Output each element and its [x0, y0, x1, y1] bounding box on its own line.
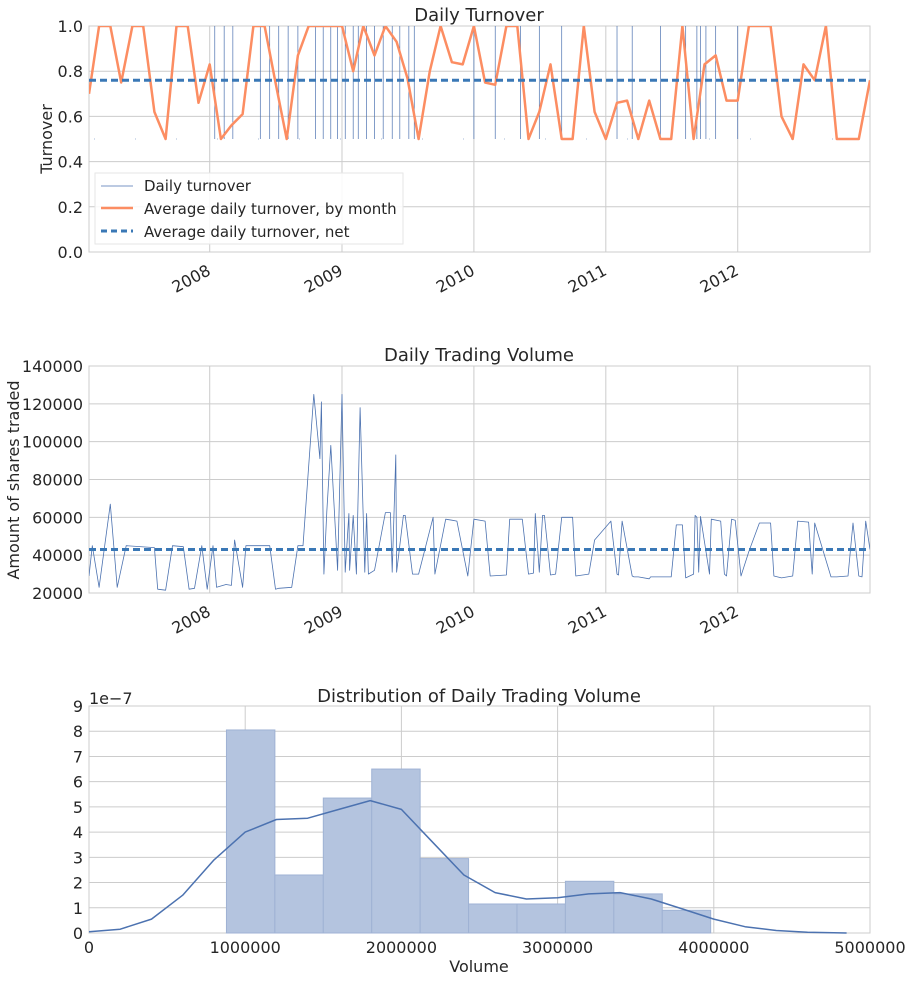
turnover-title: Daily Turnover: [414, 5, 544, 26]
y-tick-label: 100000: [22, 433, 83, 452]
y-tick-label: 80000: [32, 471, 83, 490]
turnover-series-group: [89, 26, 870, 141]
distribution-y-ticks: 0 1 2 3 4 5 6 7 8 9: [73, 697, 83, 943]
legend-frame: [94, 172, 404, 245]
y-tick-label: 6: [73, 773, 83, 792]
y-tick-label: 4: [73, 823, 83, 842]
histogram-bar: [322, 797, 373, 934]
legend-label-net: Average daily turnover, net: [144, 223, 350, 241]
volume-title: Daily Trading Volume: [384, 345, 574, 366]
volume-y-axis-label: Amount of shares traded: [4, 380, 23, 579]
y-tick-label: 3: [73, 848, 83, 867]
y-tick-label: 1: [73, 899, 83, 918]
x-tick-label: 5000000: [834, 938, 905, 957]
distribution-plot-area: [88, 705, 871, 934]
y-tick-label: 7: [73, 747, 83, 766]
turnover-x-ticks: 2008 2009 2010 2011 2012: [169, 261, 742, 297]
x-tick-label: 2008: [169, 602, 214, 638]
y-tick-label: 5: [73, 798, 83, 817]
x-tick-label: 2000000: [366, 938, 437, 957]
volume-series-group: [89, 394, 870, 591]
histogram-bar: [419, 858, 470, 934]
x-tick-label: 2009: [301, 261, 346, 297]
turnover-panel: Daily Turnover 0.00.20.40.60.81.0 2008 20…: [37, 5, 871, 297]
x-tick-label: 4000000: [678, 938, 749, 957]
turnover-legend: Daily turnover Average daily turnover, b…: [94, 172, 404, 245]
histogram-bar: [564, 880, 615, 934]
volume-series: [89, 394, 870, 591]
x-tick-label: 2012: [697, 602, 742, 638]
distribution-bars: [225, 729, 712, 934]
distribution-x-axis-label: Volume: [449, 957, 509, 976]
y-tick-label: 0.0: [58, 243, 83, 262]
x-tick-label: 1000000: [210, 938, 281, 957]
histogram-bar: [225, 729, 276, 934]
histogram-bar: [516, 903, 566, 934]
volume-grid: [89, 366, 870, 593]
distribution-panel: Distribution of Daily Trading Volume 0 1 2…: [73, 686, 906, 976]
distribution-title: Distribution of Daily Trading Volume: [317, 686, 641, 707]
x-tick-label: 2010: [433, 602, 478, 638]
y-tick-label: 2: [73, 874, 83, 893]
distribution-x-ticks: 0 1000000 2000000 3000000 4000000 5000000: [84, 938, 906, 957]
monthly-turnover-line: [89, 26, 870, 141]
y-tick-label: 8: [73, 722, 83, 741]
turnover-y-axis-label: Turnover: [37, 104, 56, 175]
legend-label-daily: Daily turnover: [144, 177, 252, 195]
y-tick-label: 0: [73, 924, 83, 943]
distribution-scale-label: 1e−7: [89, 689, 133, 708]
legend-label-monthly: Average daily turnover, by month: [144, 200, 397, 218]
x-tick-label: 2010: [433, 261, 478, 297]
kde-curve: [88, 799, 847, 934]
y-tick-label: 20000: [32, 584, 83, 603]
y-tick-label: 1.0: [58, 17, 83, 36]
x-tick-label: 2008: [169, 261, 214, 297]
histogram-bar: [661, 909, 712, 934]
histogram-bar: [371, 768, 421, 934]
y-tick-label: 0.4: [58, 153, 83, 172]
volume-panel: Daily Trading Volume 20000 40000 60000 8000…: [4, 345, 871, 638]
y-tick-label: 60000: [32, 508, 83, 527]
y-tick-label: 140000: [22, 357, 83, 376]
volume-x-ticks: 2008 2009 2010 2011 2012: [169, 602, 742, 638]
x-tick-label: 2011: [565, 261, 610, 297]
histogram-bar: [274, 874, 324, 934]
y-tick-label: 0.8: [58, 62, 83, 81]
distribution-kde: [88, 799, 847, 934]
y-tick-label: 9: [73, 697, 83, 716]
turnover-series: [89, 26, 870, 141]
x-tick-label: 2012: [697, 261, 742, 297]
y-tick-label: 120000: [22, 395, 83, 414]
histogram-bar: [468, 903, 518, 934]
x-tick-label: 2009: [301, 602, 346, 638]
x-tick-label: 2011: [565, 602, 610, 638]
daily-volume-line: [89, 394, 870, 591]
volume-y-ticks: 20000 40000 60000 80000 100000 120000 140000: [22, 357, 83, 603]
turnover-y-ticks: 0.0 0.2 0.4 0.6 0.8 1.0: [58, 17, 83, 262]
y-tick-label: 40000: [32, 546, 83, 565]
x-tick-label: 3000000: [522, 938, 593, 957]
y-tick-label: 0.6: [58, 107, 83, 126]
x-tick-label: 0: [84, 938, 94, 957]
y-tick-label: 0.2: [58, 198, 83, 217]
